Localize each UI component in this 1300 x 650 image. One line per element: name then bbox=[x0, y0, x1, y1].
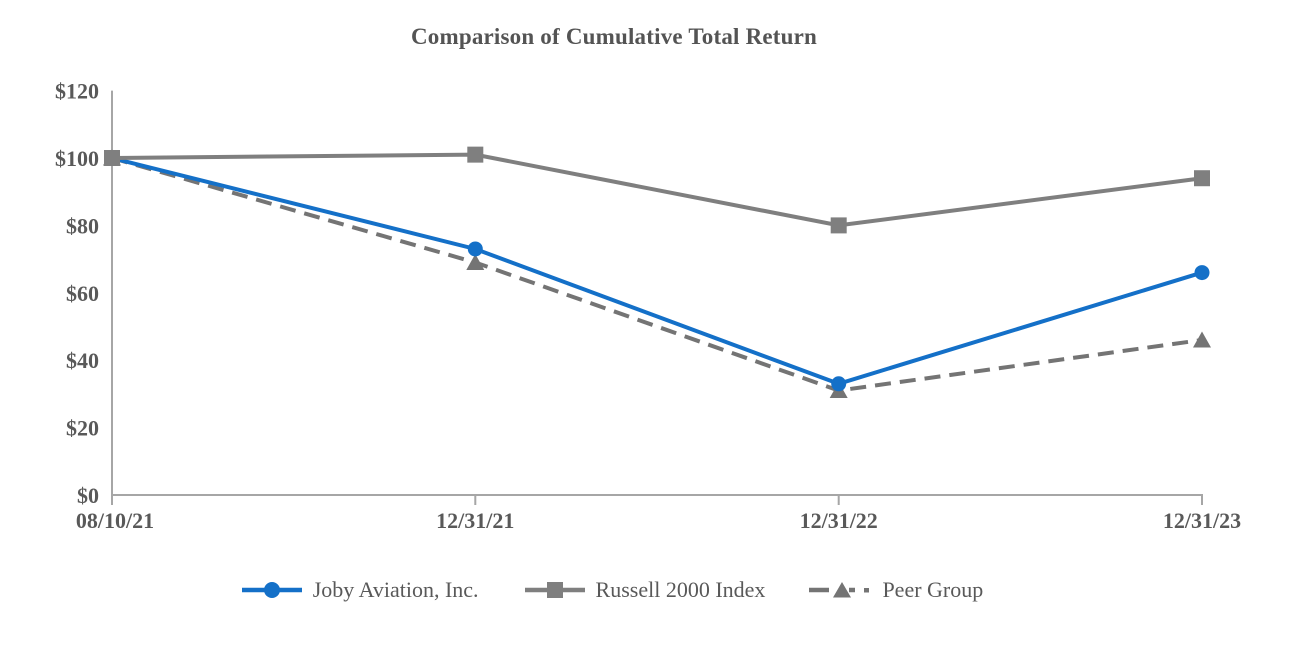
series-line-triangle bbox=[111, 156, 1203, 393]
series-line-circle bbox=[111, 156, 1203, 386]
legend-item-joby-aviation: Joby Aviation, Inc. bbox=[240, 577, 479, 603]
data-point-square bbox=[1194, 170, 1210, 187]
x-tick-label: 12/31/21 bbox=[436, 508, 514, 533]
y-tick-label: $100 bbox=[55, 146, 99, 171]
chart-legend: Joby Aviation, Inc. Russell 2000 Index P… bbox=[0, 577, 1223, 603]
data-point-circle bbox=[467, 241, 483, 257]
series-line-square bbox=[111, 152, 1203, 228]
y-tick-label: $60 bbox=[66, 281, 99, 306]
legend-circle-marker bbox=[263, 582, 280, 598]
x-tick-label: 12/31/22 bbox=[800, 508, 878, 533]
x-tick-label: 12/31/23 bbox=[1163, 508, 1241, 533]
russell-line-square-marker-icon bbox=[524, 582, 585, 598]
chart-title: Comparison of Cumulative Total Return bbox=[410, 24, 818, 49]
y-tick-label: $0 bbox=[77, 483, 99, 508]
joby-line-circle-marker-icon bbox=[241, 582, 302, 598]
data-point-circle bbox=[831, 376, 847, 392]
data-point-triangle bbox=[466, 253, 485, 270]
legend-item-russell-2000: Russell 2000 Index bbox=[523, 577, 766, 603]
legend-triangle-marker bbox=[833, 582, 852, 598]
data-point-square bbox=[104, 150, 120, 166]
legend-square-marker bbox=[546, 582, 563, 598]
data-point-square bbox=[830, 217, 847, 234]
y-tick-label: $120 bbox=[55, 79, 99, 104]
y-tick-label: $40 bbox=[66, 348, 99, 373]
legend-label-joby-aviation: Joby Aviation, Inc. bbox=[312, 577, 479, 602]
x-tick-label: 08/10/21 bbox=[76, 508, 154, 533]
y-tick-label: $80 bbox=[66, 213, 99, 238]
data-point-square bbox=[467, 146, 484, 163]
legend-dot bbox=[864, 588, 870, 593]
peer-group-dashed-triangle-marker-icon bbox=[809, 582, 870, 598]
data-point-circle bbox=[1194, 265, 1210, 281]
legend-label-russell-2000: Russell 2000 Index bbox=[595, 577, 766, 602]
data-point-triangle bbox=[1193, 331, 1211, 348]
legend-item-peer-group: Peer Group bbox=[809, 577, 983, 603]
legend-label-peer-group: Peer Group bbox=[882, 577, 984, 602]
y-tick-label: $20 bbox=[66, 416, 99, 441]
